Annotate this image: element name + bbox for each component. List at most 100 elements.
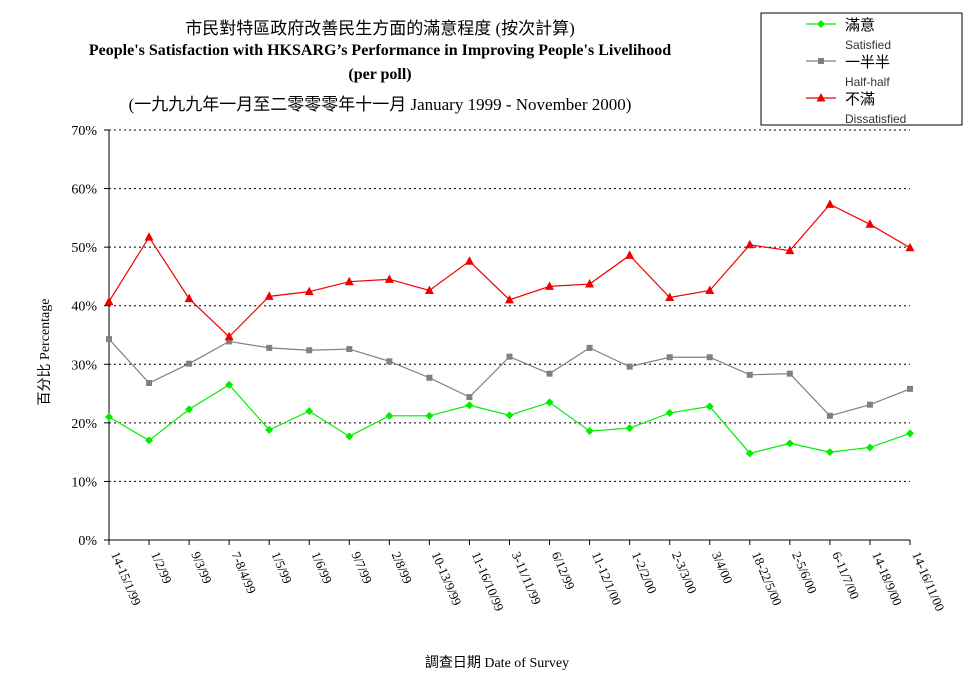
half-half-point <box>426 374 433 381</box>
satisfied-point <box>785 439 794 448</box>
satisfied-point <box>705 402 714 411</box>
satisfied-point <box>145 436 154 445</box>
y-tick-label: 10% <box>71 475 97 490</box>
legend-half-half-marker <box>818 58 824 64</box>
dissatisfied-point <box>424 285 434 294</box>
x-tick-label: 14-15/1/99 <box>108 549 144 607</box>
x-tick-label: 7-8/4/99 <box>228 549 259 595</box>
x-tick-label: 1/6/99 <box>308 549 335 585</box>
half-half-point <box>506 353 513 360</box>
x-tick-label: 6/12/99 <box>549 549 578 591</box>
satisfied-point <box>865 443 874 452</box>
satisfied-point <box>625 424 634 433</box>
legend-box <box>760 12 963 126</box>
chart-subtitle-per-poll: (per poll) <box>348 66 412 83</box>
dissatisfied-point <box>505 294 514 304</box>
x-axis-label: 調查日期 Date of Survey <box>425 655 569 671</box>
dissatisfied-point <box>665 292 675 302</box>
legend-half-half-label-en: Half-half <box>845 75 890 89</box>
x-tick-label: 3-11/11/99 <box>509 549 545 606</box>
satisfied-point <box>505 411 514 420</box>
half-half-line <box>108 338 911 417</box>
satisfied-point <box>305 407 314 416</box>
dissatisfied-point <box>144 232 154 241</box>
half-half-point <box>346 346 353 353</box>
x-tick-label: 9/3/99 <box>188 549 215 585</box>
half-half-point <box>266 344 273 351</box>
satisfied-point <box>425 411 434 420</box>
y-tick-labels: 0% 10% 20% 30% 40% 50% 60% 70% <box>71 124 97 549</box>
plot-area <box>104 199 915 458</box>
dissatisfied-point <box>264 291 274 300</box>
half-half-point <box>306 347 313 354</box>
dissatisfied-point <box>344 276 354 286</box>
satisfied-point <box>665 408 674 417</box>
y-tick-label: 50% <box>71 241 97 256</box>
dissatisfied-point <box>625 250 635 259</box>
satisfied-point <box>906 429 914 438</box>
legend: 滿意 Satisfied 一半半 Half-half 不滿 Dissatisfied <box>760 12 963 126</box>
dissatisfied-point <box>825 199 835 208</box>
legend-dissatisfied-label: 不滿 <box>845 91 875 108</box>
half-half-point <box>786 370 793 377</box>
x-tick-labels: 14-15/1/99 1/2/99 9/3/99 7-8/4/99 1/5/99 1/6/… <box>108 549 947 613</box>
dissatisfied-point <box>104 296 114 306</box>
half-half-point <box>626 363 633 370</box>
dissatisfied-point <box>464 256 474 265</box>
x-tick-label: 1/5/99 <box>268 549 295 585</box>
legend-satisfied-label: 滿意 <box>845 16 875 34</box>
y-tick-label: 30% <box>71 358 97 373</box>
dissatisfied-point <box>384 274 394 283</box>
half-half-point <box>666 354 673 361</box>
half-half-point <box>706 354 713 361</box>
legend-satisfied-label-en: Satisfied <box>845 38 891 52</box>
satisfied-point <box>385 411 394 420</box>
half-half-point <box>866 401 873 408</box>
x-tick-label: 1/2/99 <box>148 549 175 585</box>
gridlines <box>109 129 910 482</box>
dissatisfied-line <box>108 203 911 338</box>
y-tick-label: 70% <box>71 124 97 139</box>
x-tick-label: 10-13/9/99 <box>429 549 465 607</box>
satisfied-point <box>105 413 113 421</box>
dissatisfied-point <box>545 281 555 290</box>
axes <box>104 129 911 545</box>
half-half-point <box>907 385 913 392</box>
y-tick-label: 0% <box>78 534 97 549</box>
satisfied-point <box>465 401 474 410</box>
legend-satisfied-marker <box>817 20 825 28</box>
y-axis-label: 百分比 Percentage <box>37 299 53 406</box>
dissatisfied-point <box>304 286 314 296</box>
x-tick-label: 2-3/3/00 <box>669 549 700 595</box>
half-half-point <box>226 338 233 345</box>
legend-half-half-label: 一半半 <box>845 54 890 71</box>
dissatisfied-point <box>184 293 194 303</box>
satisfied-point <box>265 425 274 434</box>
half-half-point <box>146 380 153 387</box>
half-half-point <box>386 358 393 365</box>
satisfied-point <box>545 398 554 407</box>
y-tick-label: 60% <box>71 183 97 198</box>
x-tick-label: 3/4/00 <box>709 549 736 585</box>
x-tick-label: 9/7/99 <box>349 549 376 585</box>
dissatisfied-point <box>745 239 755 249</box>
legend-dissatisfied-marker <box>816 93 826 102</box>
x-tick-label: 2-5/6/00 <box>789 549 820 595</box>
chart-title-zh: 市民對特區政府改善民生方面的滿意程度 (按次計算) <box>185 19 575 38</box>
x-tick-label: 14-18/9/00 <box>869 549 905 607</box>
satisfied-point <box>745 449 754 458</box>
x-tick-label: 14-16/11/00 <box>909 549 947 613</box>
chart-date-range: (一九九九年一月至二零零零年十一月 January 1999 - Novembe… <box>128 95 632 114</box>
dissatisfied-point <box>905 242 915 252</box>
y-tick-label: 20% <box>71 417 97 432</box>
y-tick-label: 40% <box>71 300 97 315</box>
x-tick-label: 18-22/5/00 <box>749 549 785 607</box>
chart-title-en: People's Satisfaction with HKSARG’s Perf… <box>88 42 672 59</box>
half-half-point <box>746 371 753 378</box>
legend-dissatisfied-label-en: Dissatisfied <box>845 112 906 126</box>
half-half-point <box>466 394 473 401</box>
satisfied-point <box>185 405 194 414</box>
half-half-point <box>546 370 553 377</box>
half-half-point <box>186 360 193 367</box>
